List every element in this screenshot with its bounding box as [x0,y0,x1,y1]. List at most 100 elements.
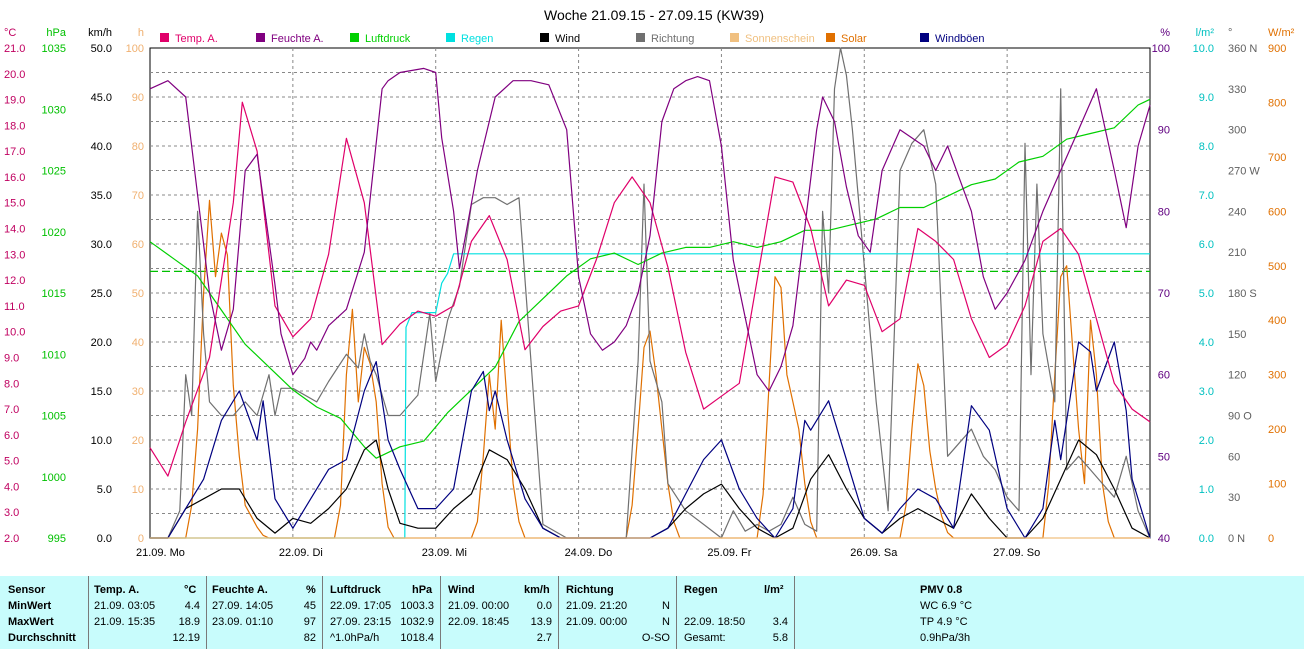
rain-total-label: Gesamt: [684,632,726,644]
axis-2-tick-10: 0.0 [97,533,112,545]
axis-2-tick-0: 50.0 [91,43,112,55]
axis-3-tick-1: 90 [132,92,144,104]
dir-max-value: N [662,616,670,628]
axis-2-tick-2: 40.0 [91,141,112,153]
axis-0-tick-6: 15.0 [4,198,25,210]
chart-axes: °C 21.0 20.0 19.0 18.0 17.0 16.0 15.0 14.0 13.0 12… [4,27,1295,545]
legend-label-1: Feuchte A. [271,33,324,45]
axis-unit-4: % [1160,27,1170,39]
axis-5-tick-3: 7.0 [1199,190,1214,202]
axis-6-tick-1: 330 [1228,84,1246,96]
dir-min-time: 21.09. 21:20 [566,600,628,612]
axis-7-tick-7: 200 [1268,424,1286,436]
axis-0-tick-10: 11.0 [4,301,25,313]
axis-5-tick-5: 5.0 [1199,288,1214,300]
day-label-4: 25.09. Fr [707,547,751,559]
axis-3-tick-2: 80 [132,141,144,153]
axis-4-tick-3: 70 [1158,288,1170,300]
x-axis-labels: 21.09. Mo 22.09. Di 23.09. Mi 24.09. Do 25.0… [136,547,1040,559]
axis-4-tick-2: 80 [1158,206,1170,218]
rain-max-value: 3.4 [772,616,788,628]
axis-2-tick-1: 45.0 [91,92,112,104]
axis-3-tick-0: 100 [126,43,144,55]
day-label-2: 23.09. Mi [422,547,467,559]
legend-label-3: Regen [461,33,493,45]
dir-avg-value: O-SO [641,632,670,644]
axis-7-tick-8: 100 [1268,479,1286,491]
legend-swatch-6 [730,33,739,42]
temp-min-value: 4.4 [184,600,200,612]
chart-legend: Temp. A. Feuchte A. Luftdruck Regen Wind Rich… [160,33,985,45]
axis-6-tick-2: 300 [1228,125,1246,137]
axis-3-tick-10: 0 [138,533,144,545]
axis-0-tick-8: 13.0 [4,249,25,261]
rain-header: Regen [684,584,718,596]
press-header: Luftdruck [330,584,381,596]
series-line-3 [150,253,1150,539]
series-line-5 [150,47,1151,539]
pmv-dewpoint: TP 4.9 °C [920,616,968,628]
wind-avg-value: 2.7 [536,632,552,644]
hum-avg-value: 82 [303,632,316,644]
axis-5-tick-2: 8.0 [1199,141,1214,153]
axis-6-tick-0: 360 N [1228,43,1257,55]
axis-1-tick-2: 1025 [42,166,66,178]
axis-0-tick-11: 10.0 [4,327,25,339]
axis-3-tick-8: 20 [132,435,144,447]
temp-avg-value: 12.19 [172,632,200,644]
axis-unit-6: ° [1228,27,1232,39]
hum-min-value: 45 [303,600,316,612]
axis-6-tick-7: 150 [1228,329,1246,341]
axis-6-tick-11: 30 [1228,492,1240,504]
legend-label-7: Solar [841,33,867,45]
pmv-pressure-trend: 0.9hPa/3h [920,632,971,644]
axis-2-tick-6: 20.0 [91,337,112,349]
axis-5-tick-10: 0.0 [1199,533,1214,545]
axis-unit-2: km/h [88,27,112,39]
axis-3-tick-9: 10 [132,484,144,496]
axis-6-tick-5: 210 [1228,247,1246,259]
legend-label-6: Sonnenschein [745,33,815,45]
series-line-8 [150,341,1151,539]
temp-header: Temp. A. [94,584,140,596]
axis-7-tick-0: 900 [1268,43,1286,55]
legend-label-4: Wind [555,33,580,45]
axis-unit-0: °C [4,27,16,39]
axis-4-tick-1: 90 [1158,125,1170,137]
press-unit: hPa [412,584,433,596]
axis-0-tick-3: 18.0 [4,120,25,132]
axis-unit-7: W/m² [1268,27,1295,39]
chart-title: Woche 21.09.15 - 27.09.15 (KW39) [544,7,764,23]
axis-1-tick-4: 1015 [42,288,66,300]
series-line-7 [150,199,1150,539]
axis-0-tick-15: 6.0 [4,430,19,442]
axis-0-tick-5: 16.0 [4,172,25,184]
press-max-time: 27.09. 23:15 [330,616,392,628]
dir-header: Richtung [566,584,614,596]
axis-5-tick-7: 3.0 [1199,386,1214,398]
rain-total-value: 5.8 [772,632,788,644]
pmv-header: PMV 0.8 [920,584,963,596]
hum-max-time: 23.09. 01:10 [212,616,274,628]
row-label-min: MinWert [8,600,52,612]
axis-4-tick-0: 100 [1152,43,1170,55]
temp-min-time: 21.09. 03:05 [94,600,156,612]
axis-1-tick-0: 1035 [42,43,66,55]
chart-series [149,47,1151,539]
axis-5-tick-9: 1.0 [1199,484,1214,496]
axis-0-tick-17: 4.0 [4,481,19,493]
press-max-value: 1032.9 [400,616,434,628]
axis-7-tick-4: 500 [1268,261,1286,273]
axis-3-tick-5: 50 [132,288,144,300]
axis-2-tick-7: 15.0 [91,386,112,398]
series-line-2 [149,98,1151,459]
press-min-value: 1003.3 [400,600,434,612]
hum-max-value: 97 [303,616,316,628]
temp-unit: °C [184,584,197,596]
legend-swatch-0 [160,33,169,42]
axis-6-tick-4: 240 [1228,206,1246,218]
day-label-1: 22.09. Di [279,547,323,559]
axis-6-tick-12: 0 N [1228,533,1245,545]
wind-max-time: 22.09. 18:45 [448,616,510,628]
axis-1-tick-5: 1010 [42,349,66,361]
